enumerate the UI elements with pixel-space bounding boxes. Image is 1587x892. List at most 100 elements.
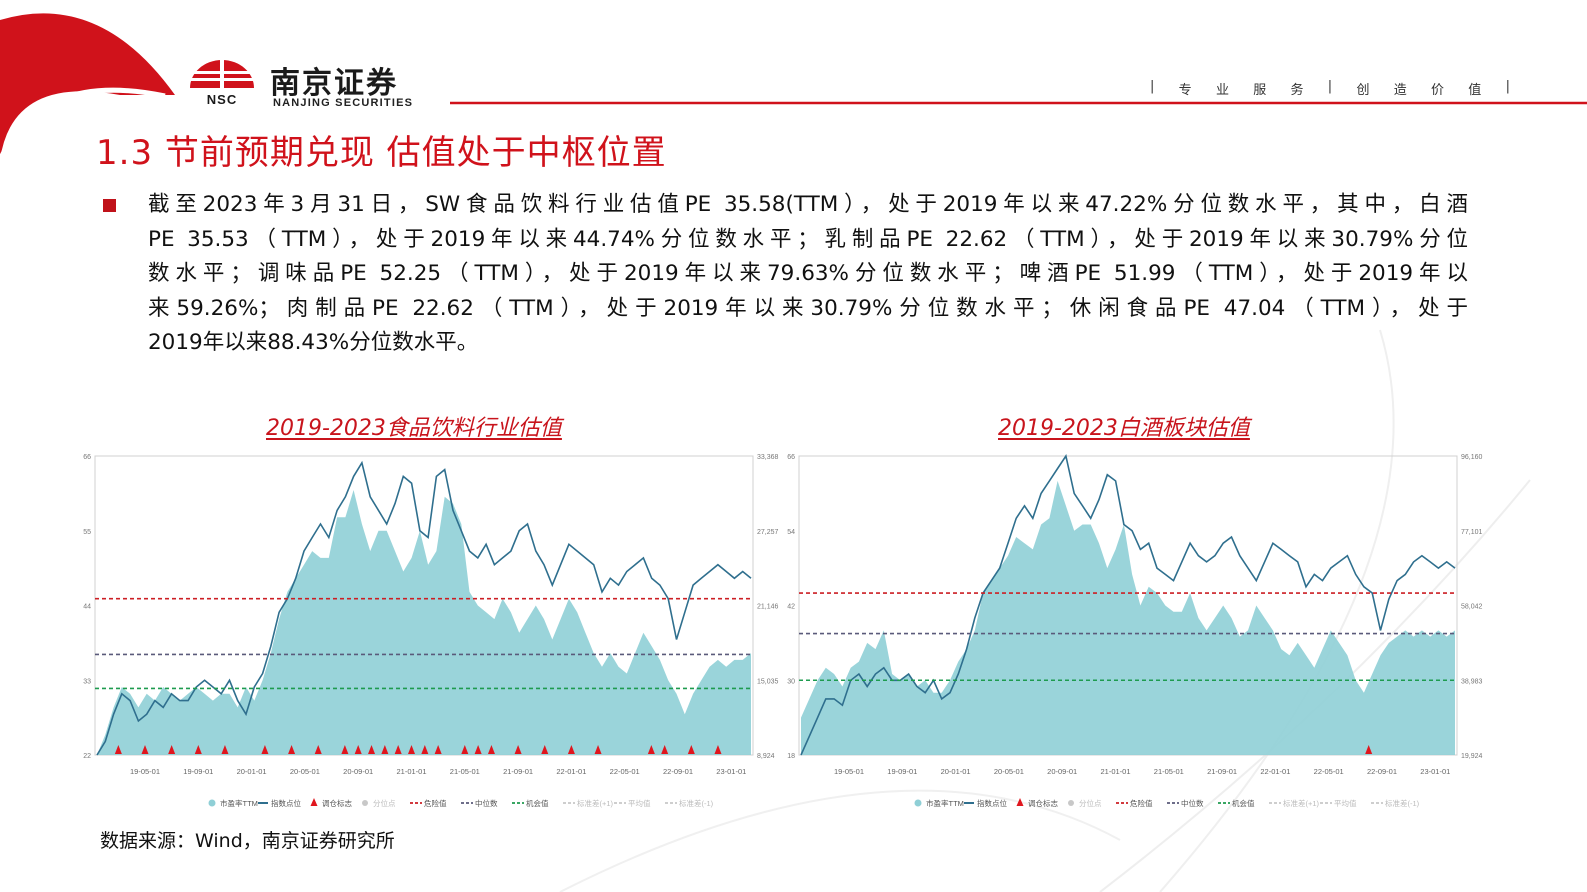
- x-tick-label: 20-09-01: [1047, 767, 1077, 776]
- legend-label: 中位数: [1181, 798, 1204, 808]
- summary-line: 截至2023年3月31日，SW食品饮料行业估值PE 35.58(TTM），处于2…: [148, 192, 1468, 217]
- legend-label: 平均值: [1334, 798, 1357, 808]
- rebalance-marker: [221, 745, 229, 754]
- x-tick-label: 19-05-01: [834, 767, 864, 776]
- chart-2-title: 2019-2023白酒板块估值: [998, 416, 1250, 441]
- rebalance-marker: [421, 745, 429, 754]
- legend-label: 标准差(+1): [577, 798, 614, 808]
- x-tick-label: 21-05-01: [450, 767, 480, 776]
- watermark-arc: [1159, 329, 1395, 892]
- y-left-tick-label: 55: [83, 529, 91, 536]
- rebalance-marker: [288, 745, 296, 754]
- legend-label: 机会值: [526, 798, 549, 808]
- chart-1-title: 2019-2023食品饮料行业估值: [266, 416, 562, 441]
- legend-label: 分位点: [1079, 798, 1102, 808]
- legend-label: 调仓标志: [1028, 798, 1058, 808]
- x-tick-label: 19-09-01: [887, 767, 917, 776]
- x-tick-label: 21-09-01: [503, 767, 533, 776]
- y-left-tick-label: 44: [83, 604, 91, 611]
- slogan-char: 务: [1290, 83, 1304, 98]
- x-tick-label: 21-01-01: [1100, 767, 1130, 776]
- x-tick-label: 22-09-01: [1367, 767, 1397, 776]
- rebalance-marker: [541, 745, 549, 754]
- rebalance-marker: [461, 745, 469, 754]
- logo-cn-name: 南京证券: [270, 66, 398, 101]
- rebalance-marker: [687, 745, 695, 754]
- rebalance-marker: [647, 745, 655, 754]
- bullet-square-icon: [103, 199, 116, 212]
- rebalance-marker: [354, 745, 362, 754]
- legend-label: 指数点位: [271, 798, 301, 808]
- legend-label: 调仓标志: [322, 798, 352, 808]
- legend-swatch: [310, 798, 318, 806]
- rebalance-marker: [408, 745, 415, 754]
- legend-label: 标准差(-1): [1385, 798, 1420, 808]
- company-logo: NSC: [186, 58, 258, 114]
- legend-label: 危险值: [1130, 798, 1153, 808]
- logo-emblem-icon: NSC: [190, 60, 254, 107]
- slogan-char: 值: [1468, 83, 1482, 98]
- x-tick-label: 20-05-01: [994, 767, 1024, 776]
- rebalance-marker: [194, 745, 202, 754]
- rebalance-marker: [341, 745, 349, 754]
- rebalance-marker: [487, 745, 495, 754]
- watermark-arc: [559, 789, 1121, 892]
- y-right-tick-label: 27,257: [757, 529, 779, 536]
- slogan-char: 业: [1215, 83, 1229, 98]
- rebalance-marker: [1365, 745, 1373, 754]
- chart-food-beverage-valuation: 66 55 44 33 22 33,368 27,257 21,146 15,035 8,924 1…: [83, 454, 779, 808]
- y-right-tick-label: 96,160: [1461, 454, 1483, 461]
- y-left-tick-label: 66: [787, 454, 795, 461]
- slogan-char: 专: [1178, 83, 1192, 98]
- y-right-tick-label: 21,146: [757, 604, 779, 611]
- rebalance-marker: [168, 745, 176, 754]
- slogan-char: 造: [1393, 83, 1407, 98]
- summary-line: 数水平；调味品PE 52.25（TTM），处于2019年以来79.63%分位数水…: [148, 261, 1468, 286]
- summary-line: PE 35.53（TTM），处于2019年以来44.74%分位数水平；乳制品PE…: [148, 226, 1468, 252]
- y-right-tick-label: 8,924: [757, 753, 775, 760]
- rebalance-marker: [434, 745, 442, 754]
- y-left-tick-label: 54: [787, 529, 795, 536]
- y-left-tick-label: 66: [83, 454, 91, 461]
- rebalance-marker: [394, 745, 402, 754]
- rebalance-marker: [714, 745, 722, 754]
- y-left-tick-label: 18: [787, 753, 795, 760]
- logo-en-name: NANJING SECURITIES: [273, 97, 414, 109]
- corner-swoosh-highlight: [0, 87, 166, 162]
- logo-abbr: NSC: [207, 92, 237, 107]
- legend-label: 平均值: [628, 798, 651, 808]
- index-line: [800, 453, 1456, 756]
- slogan-char: 服: [1253, 83, 1267, 98]
- x-tick-label: 20-01-01: [941, 767, 971, 776]
- legend-label: 分位点: [373, 798, 396, 808]
- legend-label: 市盈率TTM: [926, 798, 964, 808]
- x-tick-label: 19-09-01: [183, 767, 213, 776]
- index-line: [96, 460, 752, 756]
- x-tick-label: 20-09-01: [343, 767, 373, 776]
- y-right-tick-label: 77,101: [1461, 529, 1483, 536]
- x-tick-label: 22-01-01: [1260, 767, 1290, 776]
- x-tick-label: 22-01-01: [556, 767, 586, 776]
- y-left-tick-label: 33: [83, 678, 91, 685]
- x-tick-label: 23-01-01: [1420, 767, 1450, 776]
- legend-swatch: [1016, 798, 1024, 806]
- legend-label: 标准差(+1): [1283, 798, 1320, 808]
- rebalance-marker: [114, 745, 122, 754]
- legend-label: 指数点位: [977, 798, 1007, 808]
- slogan-char: 创: [1356, 83, 1370, 98]
- summary-line: 来59.26%；肉制品PE 22.62（TTM），处于2019年以来30.79%…: [148, 295, 1468, 321]
- legend-label: 危险值: [424, 798, 447, 808]
- legend-swatch: [362, 800, 368, 806]
- x-tick-label: 21-09-01: [1207, 767, 1237, 776]
- summary-paragraph: 截至2023年3月31日，SW食品饮料行业估值PE 35.58(TTM），处于2…: [148, 188, 1468, 361]
- rebalance-marker: [474, 745, 482, 754]
- pe-ttm-area: [801, 480, 1455, 755]
- rebalance-marker: [594, 745, 602, 754]
- legend-label: 标准差(-1): [679, 798, 714, 808]
- x-tick-label: 21-01-01: [396, 767, 426, 776]
- x-tick-label: 21-05-01: [1154, 767, 1184, 776]
- rebalance-marker: [141, 745, 149, 754]
- legend-swatch: [914, 799, 922, 807]
- y-right-tick-label: 33,368: [757, 454, 779, 461]
- slogan-divider: |: [1327, 79, 1333, 94]
